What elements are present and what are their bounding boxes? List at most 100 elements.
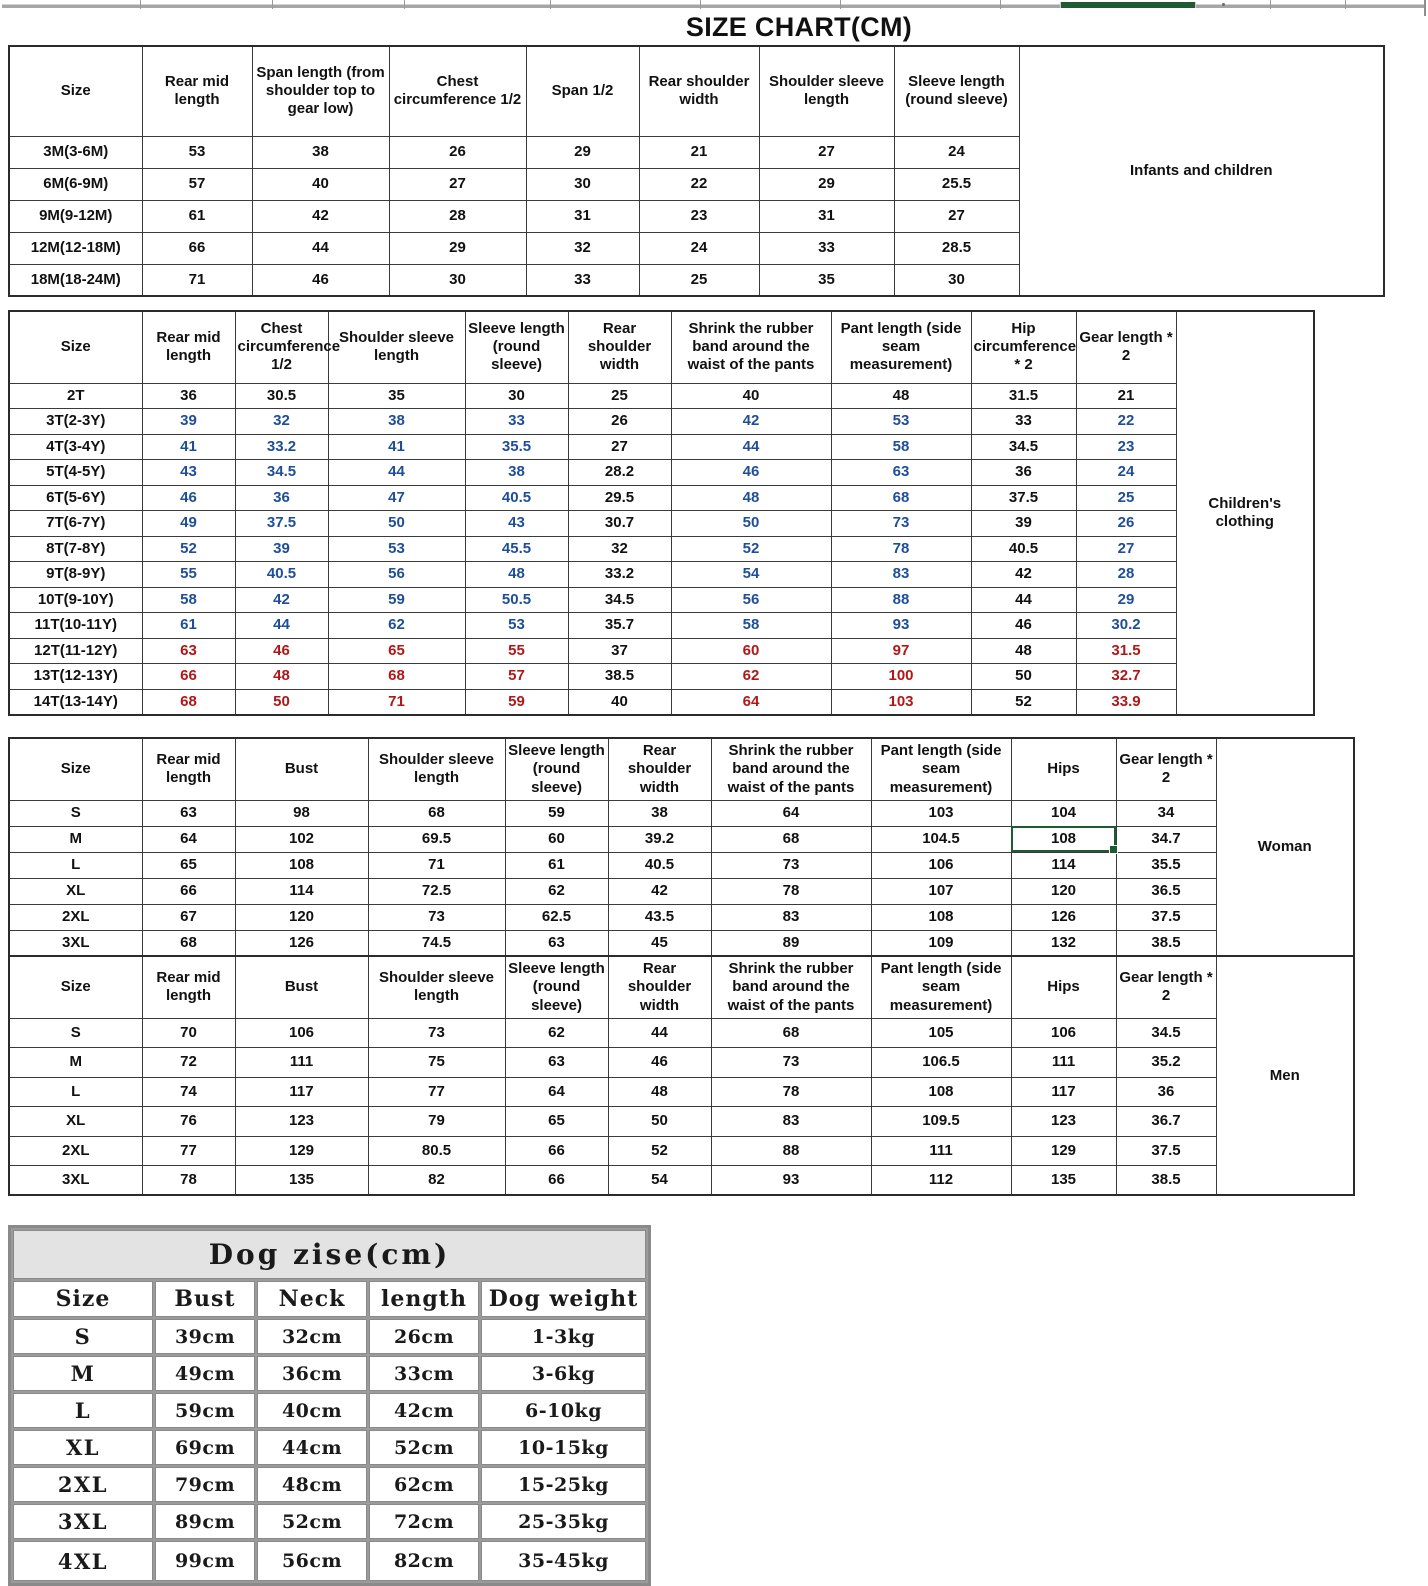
cell-r4-c3[interactable]: 80.5 bbox=[367, 1135, 506, 1167]
cell-r3-c6[interactable]: 78 bbox=[710, 877, 872, 905]
cell-r2-c3[interactable]: 77 bbox=[367, 1076, 506, 1108]
cell-r3-c4[interactable]: 32 bbox=[525, 231, 640, 265]
cell-r3-c6[interactable]: 83 bbox=[710, 1106, 872, 1137]
cell-r5-c7[interactable]: 112 bbox=[870, 1165, 1012, 1196]
cell-r0-c6[interactable]: 40 bbox=[670, 382, 832, 409]
cell-r2-c0[interactable]: 4T(3-4Y) bbox=[8, 433, 143, 460]
cell-r3-c9[interactable]: 24 bbox=[1075, 459, 1177, 486]
cell-r10-c5[interactable]: 37 bbox=[567, 637, 672, 664]
dog-cell-r3-c2[interactable]: 44cm bbox=[257, 1430, 367, 1465]
cell-r5-c6[interactable]: 89 bbox=[710, 929, 872, 957]
cell-r5-c1[interactable]: 78 bbox=[141, 1165, 236, 1196]
cell-r0-c5[interactable]: 44 bbox=[607, 1017, 712, 1049]
cell-r8-c3[interactable]: 59 bbox=[327, 586, 466, 613]
cell-r1-c6[interactable]: 68 bbox=[710, 825, 872, 853]
cell-r3-c0[interactable]: XL bbox=[8, 1106, 143, 1137]
cell-r5-c6[interactable]: 93 bbox=[710, 1165, 872, 1196]
cell-r4-c4[interactable]: 66 bbox=[504, 1135, 609, 1167]
cell-r4-c1[interactable]: 77 bbox=[141, 1135, 236, 1167]
dog-cell-r5-c0[interactable]: 3XL bbox=[13, 1504, 153, 1539]
cell-r3-c7[interactable]: 28.5 bbox=[893, 231, 1020, 265]
cell-r3-c4[interactable]: 62 bbox=[504, 877, 609, 905]
cell-r3-c3[interactable]: 29 bbox=[388, 231, 527, 265]
cell-r2-c5[interactable]: 23 bbox=[638, 199, 760, 233]
cell-r2-c7[interactable]: 106 bbox=[870, 851, 1012, 879]
cell-r3-c5[interactable]: 50 bbox=[607, 1106, 712, 1137]
cell-r3-c3[interactable]: 72.5 bbox=[367, 877, 506, 905]
cell-r4-c7[interactable]: 111 bbox=[870, 1135, 1012, 1167]
cell-r2-c3[interactable]: 41 bbox=[327, 433, 466, 460]
cell-r1-c1[interactable]: 64 bbox=[141, 825, 236, 853]
cell-r1-c2[interactable]: 40 bbox=[251, 167, 390, 201]
cell-r5-c4[interactable]: 66 bbox=[504, 1165, 609, 1196]
cell-r0-c1[interactable]: 63 bbox=[141, 799, 236, 827]
cell-r2-c9[interactable]: 36 bbox=[1115, 1076, 1217, 1108]
cell-r12-c9[interactable]: 33.9 bbox=[1075, 688, 1177, 716]
cell-r2-c5[interactable]: 48 bbox=[607, 1076, 712, 1108]
cell-r1-c1[interactable]: 57 bbox=[141, 167, 253, 201]
cell-r0-c7[interactable]: 24 bbox=[893, 135, 1020, 169]
cell-r3-c1[interactable]: 66 bbox=[141, 231, 253, 265]
cell-r0-c4[interactable]: 62 bbox=[504, 1017, 609, 1049]
dog-cell-r0-c2[interactable]: 32cm bbox=[257, 1319, 367, 1354]
cell-r11-c7[interactable]: 100 bbox=[830, 663, 972, 690]
cell-r7-c8[interactable]: 42 bbox=[970, 561, 1077, 588]
cell-r10-c0[interactable]: 12T(11-12Y) bbox=[8, 637, 143, 664]
cell-r1-c4[interactable]: 33 bbox=[464, 408, 569, 435]
cell-r4-c6[interactable]: 88 bbox=[710, 1135, 872, 1167]
cell-r2-c1[interactable]: 74 bbox=[141, 1076, 236, 1108]
cell-r2-c1[interactable]: 41 bbox=[141, 433, 236, 460]
cell-r2-c0[interactable]: 9M(9-12M) bbox=[8, 199, 143, 233]
cell-r12-c3[interactable]: 71 bbox=[327, 688, 466, 716]
cell-r3-c2[interactable]: 123 bbox=[234, 1106, 369, 1137]
cell-r4-c6[interactable]: 83 bbox=[710, 903, 872, 931]
cell-r2-c2[interactable]: 42 bbox=[251, 199, 390, 233]
cell-r0-c3[interactable]: 73 bbox=[367, 1017, 506, 1049]
cell-r4-c0[interactable]: 2XL bbox=[8, 1135, 143, 1167]
cell-r2-c8[interactable]: 34.5 bbox=[970, 433, 1077, 460]
cell-r4-c8[interactable]: 37.5 bbox=[970, 484, 1077, 511]
cell-r1-c1[interactable]: 72 bbox=[141, 1047, 236, 1078]
cell-r12-c4[interactable]: 59 bbox=[464, 688, 569, 716]
cell-r1-c3[interactable]: 38 bbox=[327, 408, 466, 435]
cell-r3-c6[interactable]: 33 bbox=[758, 231, 895, 265]
cell-r5-c9[interactable]: 38.5 bbox=[1115, 1165, 1217, 1196]
dog-cell-r0-c4[interactable]: 1-3kg bbox=[481, 1319, 647, 1354]
cell-r5-c7[interactable]: 109 bbox=[870, 929, 1012, 957]
cell-r1-c7[interactable]: 25.5 bbox=[893, 167, 1020, 201]
cell-r4-c5[interactable]: 52 bbox=[607, 1135, 712, 1167]
cell-r2-c4[interactable]: 64 bbox=[504, 1076, 609, 1108]
cell-r1-c5[interactable]: 22 bbox=[638, 167, 760, 201]
cell-r2-c5[interactable]: 27 bbox=[567, 433, 672, 460]
cell-r3-c8[interactable]: 120 bbox=[1010, 877, 1117, 905]
cell-r4-c8[interactable]: 129 bbox=[1010, 1135, 1117, 1167]
cell-r7-c9[interactable]: 28 bbox=[1075, 561, 1177, 588]
cell-r4-c9[interactable]: 25 bbox=[1075, 484, 1177, 511]
cell-r5-c2[interactable]: 126 bbox=[234, 929, 369, 957]
cell-r9-c4[interactable]: 53 bbox=[464, 612, 569, 639]
cell-r3-c5[interactable]: 42 bbox=[607, 877, 712, 905]
dog-cell-r5-c4[interactable]: 25-35kg bbox=[481, 1504, 647, 1539]
cell-r3-c0[interactable]: 5T(4-5Y) bbox=[8, 459, 143, 486]
dog-cell-r4-c1[interactable]: 79cm bbox=[155, 1467, 255, 1502]
cell-r8-c7[interactable]: 88 bbox=[830, 586, 972, 613]
cell-r0-c3[interactable]: 26 bbox=[388, 135, 527, 169]
cell-r11-c5[interactable]: 38.5 bbox=[567, 663, 672, 690]
cell-r3-c9[interactable]: 36.7 bbox=[1115, 1106, 1217, 1137]
cell-r5-c3[interactable]: 50 bbox=[327, 510, 466, 537]
cell-r9-c9[interactable]: 30.2 bbox=[1075, 612, 1177, 639]
cell-r3-c1[interactable]: 43 bbox=[141, 459, 236, 486]
cell-r5-c5[interactable]: 45 bbox=[607, 929, 712, 957]
cell-r0-c3[interactable]: 68 bbox=[367, 799, 506, 827]
cell-r5-c8[interactable]: 132 bbox=[1010, 929, 1117, 957]
cell-r3-c9[interactable]: 36.5 bbox=[1115, 877, 1217, 905]
cell-r0-c1[interactable]: 53 bbox=[141, 135, 253, 169]
cell-r4-c7[interactable]: 68 bbox=[830, 484, 972, 511]
cell-r6-c0[interactable]: 8T(7-8Y) bbox=[8, 535, 143, 562]
cell-r0-c8[interactable]: 31.5 bbox=[970, 382, 1077, 409]
cell-r10-c6[interactable]: 60 bbox=[670, 637, 832, 664]
cell-r1-c1[interactable]: 39 bbox=[141, 408, 236, 435]
cell-r4-c8[interactable]: 126 bbox=[1010, 903, 1117, 931]
cell-r1-c5[interactable]: 46 bbox=[607, 1047, 712, 1078]
cell-r1-c7[interactable]: 104.5 bbox=[870, 825, 1012, 853]
